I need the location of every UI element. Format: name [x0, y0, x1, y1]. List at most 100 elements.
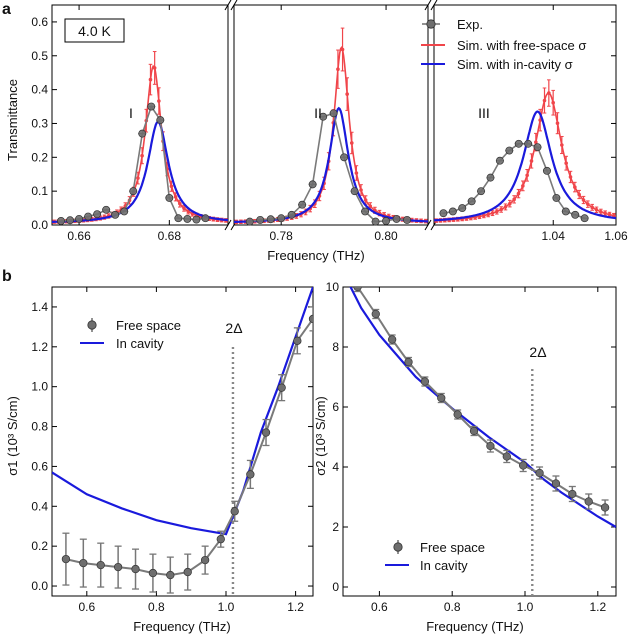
b1-ytick-label: 1.0: [31, 380, 48, 394]
free-space-point: [568, 175, 573, 179]
free-space-point: [573, 185, 577, 189]
b1-ytick-label: 0.2: [31, 539, 48, 553]
a1-ytick-label: 0.0: [31, 218, 48, 232]
b1-ytick-label: 0.6: [31, 459, 48, 473]
b1-point: [293, 336, 302, 345]
b1-point: [113, 562, 123, 572]
sigma2-gap-label: 2Δ: [529, 344, 546, 360]
exp-point: [495, 156, 504, 165]
free-space-point: [534, 140, 538, 144]
exp-point: [561, 207, 570, 216]
exp-point: [120, 207, 129, 216]
b2-ytick-label: 10: [326, 280, 340, 294]
free-space-point: [354, 171, 359, 175]
free-space-point: [148, 77, 153, 82]
b1-xtick-label: 1.0: [218, 600, 235, 614]
axis-break-gap: [429, 0, 433, 11]
b2-xtick-label: 0.6: [371, 600, 388, 614]
exp-point: [245, 217, 254, 226]
exp-point: [308, 180, 317, 189]
exp-point: [533, 143, 542, 152]
exp-point: [371, 217, 380, 226]
axis-break-gap: [229, 219, 233, 231]
b2-point: [453, 410, 462, 419]
exp-point: [319, 112, 328, 121]
legend-cavity-label: Sim. with in-cavity σ: [457, 57, 573, 72]
b1-xtick-label: 0.6: [78, 600, 95, 614]
b2-point: [371, 309, 380, 319]
free-space-sim-line: [434, 92, 616, 222]
free-space-point: [503, 205, 508, 209]
b2-point: [502, 452, 511, 461]
exp-point: [174, 214, 183, 223]
free-space-point: [586, 202, 590, 206]
free-space-point: [152, 66, 157, 70]
a1-ytick-label: 0.1: [31, 184, 48, 198]
b2-xtick-label: 1.2: [589, 600, 606, 614]
free-space-point: [169, 184, 174, 189]
a1-ytick-label: 0.3: [31, 116, 48, 130]
b1-point: [261, 428, 271, 437]
exp-point: [102, 205, 111, 214]
exp-point: [403, 215, 411, 224]
exp-point: [382, 216, 391, 225]
plot-sigma2: 0.6 0.8 1.0 1.2 0 2 4 6 8 10: [326, 280, 617, 614]
legend-free-label: Sim. with free-space σ: [457, 38, 586, 53]
a1-xtick-label: 0.66: [67, 229, 91, 243]
a1-ytick-label: 0.5: [31, 49, 48, 63]
free-space-point: [349, 141, 354, 145]
free-space-point: [508, 201, 512, 206]
exp-point: [84, 212, 93, 221]
free-space-point: [486, 212, 490, 217]
exp-point: [340, 153, 349, 162]
axis-break-mark: [424, 0, 432, 11]
b2-ytick-label: 6: [332, 400, 339, 414]
free-space-point: [564, 161, 568, 165]
free-space-sim-line: [234, 45, 428, 223]
a1-ytick-label: 0.4: [31, 83, 48, 97]
b2-point: [535, 468, 544, 478]
exp-point: [477, 187, 486, 196]
b2-point: [568, 489, 577, 499]
a1-ytick-label: 0.6: [31, 15, 48, 29]
free-space-point: [363, 198, 368, 202]
b2-point: [420, 377, 430, 386]
free-space-point: [336, 67, 340, 72]
plot-peak-2: 0.78 0.80: [233, 0, 438, 243]
exp-point: [266, 215, 275, 224]
plot-sigma1: 0.6 0.8 1.0 1.2 0.0 0.2 0.4 0.6 0.8 1.0 1.2 1.4: [31, 286, 314, 614]
free-space-point: [368, 204, 373, 209]
b1-point: [131, 564, 140, 574]
a2-xtick-label: 0.80: [374, 229, 398, 243]
free-space-point: [186, 209, 190, 214]
sigma1-ylabel: σ1 (10³ S/cm): [5, 396, 20, 476]
exp-point: [277, 214, 286, 223]
b1-ytick-label: 0.4: [31, 499, 48, 513]
exp-point: [256, 215, 265, 224]
exp-point: [486, 173, 495, 182]
panel-a-label: a: [2, 1, 11, 18]
in-cavity-sim-line: [234, 106, 428, 223]
sigma1-xlabel: Frequency (THz): [133, 619, 231, 634]
exp-point: [165, 193, 174, 202]
free-space-point: [555, 121, 560, 126]
free-space-point: [590, 205, 594, 210]
exp-point: [580, 214, 589, 223]
free-space-point: [516, 191, 521, 196]
free-space-point: [136, 176, 140, 180]
b1-ytick-label: 0.8: [31, 420, 48, 434]
sigma1-legend-marker: [87, 320, 97, 330]
exp-point: [93, 210, 102, 219]
free-space-point: [359, 188, 363, 192]
b1-frame: [51, 286, 314, 597]
exp-point: [505, 146, 514, 155]
panel-a-legend: Exp. Sim. with free-space σ Sim. with in…: [421, 17, 586, 72]
exp-point: [156, 116, 165, 125]
axis-break-mark: [224, 0, 232, 11]
b2-point: [486, 441, 495, 451]
a1-xtick-label: 0.68: [158, 229, 182, 243]
b1-free-space-line: [65, 318, 313, 577]
exp-point: [571, 210, 580, 219]
exp-point: [392, 214, 401, 223]
